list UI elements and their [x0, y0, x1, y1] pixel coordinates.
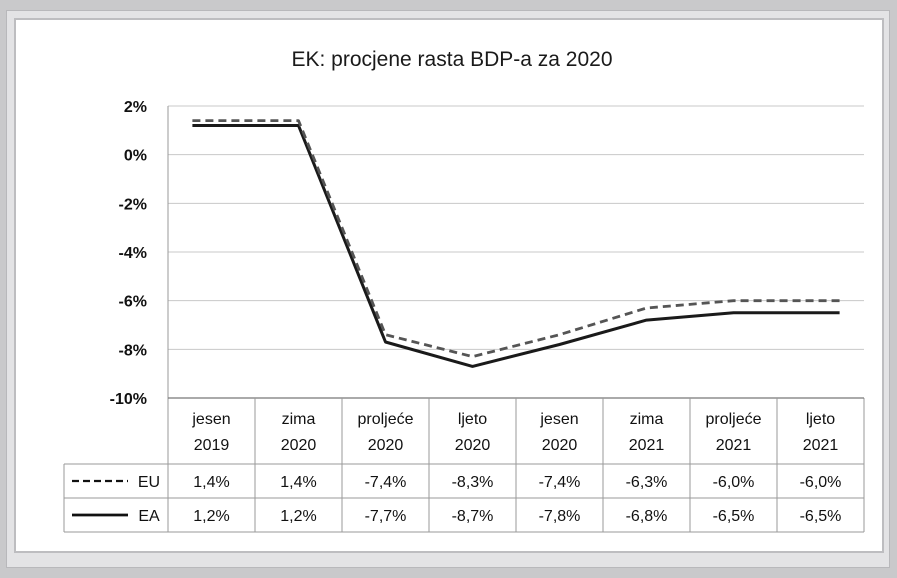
x-category-label: zima	[630, 411, 664, 428]
table-cell-value: -6,5%	[800, 508, 842, 525]
y-tick-label: -4%	[119, 245, 147, 262]
x-category-label: proljeće	[357, 411, 413, 428]
x-category-label: zima	[282, 411, 316, 428]
x-category-label: ljeto	[458, 411, 487, 428]
table-cell-value: -7,4%	[365, 474, 407, 491]
table-cell-value: -6,5%	[713, 508, 755, 525]
x-category-label: 2021	[716, 437, 752, 454]
x-category-label: 2019	[194, 437, 230, 454]
table-cell-value: 1,4%	[280, 474, 316, 491]
chart-title: EK: procjene rasta BDP-a za 2020	[291, 48, 612, 71]
x-category-label: proljeće	[705, 411, 761, 428]
table-cell-value: -6,8%	[626, 508, 668, 525]
x-category-label: jesen	[191, 411, 230, 428]
y-tick-label: -8%	[119, 342, 147, 359]
table-cell-value: 1,4%	[193, 474, 229, 491]
x-category-label: jesen	[539, 411, 578, 428]
y-tick-label: -10%	[110, 391, 147, 408]
series-line-ea	[192, 124, 840, 368]
data-table: jesen 2019 zima 2020 proljeće 2020 ljeto 2020 je…	[63, 106, 865, 533]
table-cell-value: -7,8%	[539, 508, 581, 525]
x-category-label: 2021	[803, 437, 839, 454]
x-category-label: 2020	[368, 437, 404, 454]
x-category-label: 2020	[455, 437, 491, 454]
y-tick-label: -2%	[119, 196, 147, 213]
y-tick-label: 0%	[124, 148, 147, 165]
table-cell-value: 1,2%	[280, 508, 316, 525]
y-axis-ticks: 2% 0% -2% -4% -6% -8% -10%	[110, 99, 147, 408]
table-cell-value: -7,7%	[365, 508, 407, 525]
table-cell-value: -8,3%	[452, 474, 494, 491]
legend-label: EA	[138, 508, 160, 525]
x-category-label: 2020	[542, 437, 578, 454]
series-lines	[192, 119, 840, 368]
table-cell-value: -6,0%	[800, 474, 842, 491]
x-category-label: 2021	[629, 437, 665, 454]
series-line-eu	[192, 119, 840, 359]
table-cell-value: -6,0%	[713, 474, 755, 491]
y-tick-label: -6%	[119, 294, 147, 311]
x-category-label: ljeto	[806, 411, 835, 428]
table-cell-value: 1,2%	[193, 508, 229, 525]
y-tick-label: 2%	[124, 99, 147, 116]
legend-label: EU	[138, 474, 160, 491]
table-cell-value: -6,3%	[626, 474, 668, 491]
x-category-label: 2020	[281, 437, 317, 454]
table-cell-value: -8,7%	[452, 508, 494, 525]
table-cell-value: -7,4%	[539, 474, 581, 491]
